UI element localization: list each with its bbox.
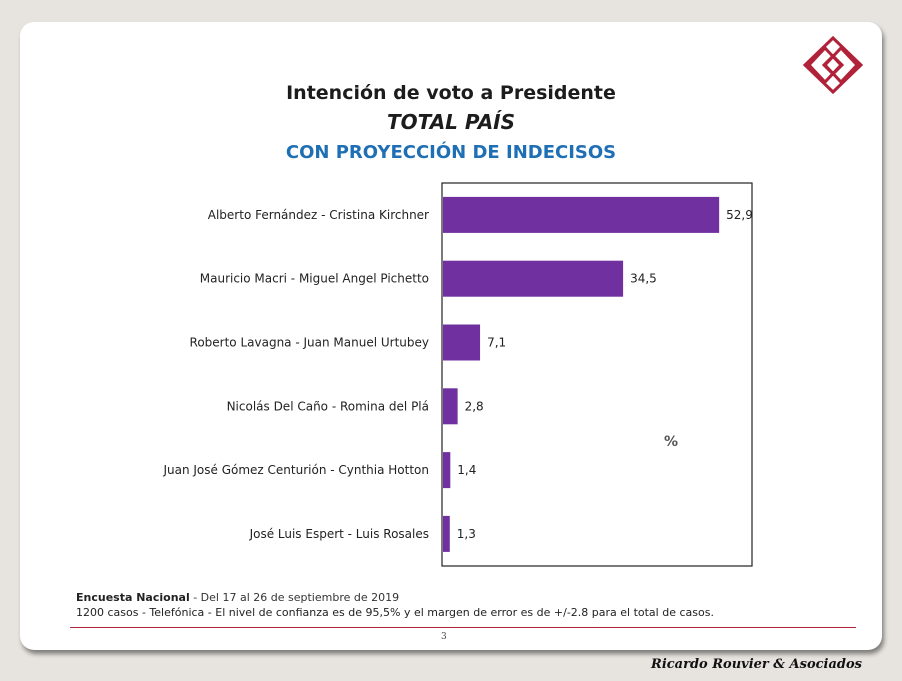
category-label: Roberto Lavagna - Juan Manuel Urtubey [190, 336, 429, 350]
chart-subtitle-projection: CON PROYECCIÓN DE INDECISOS [285, 142, 617, 163]
bar-4 [443, 452, 451, 489]
page-number: 3 [441, 632, 447, 642]
value-label: 1,4 [457, 463, 476, 477]
company-name: Ricardo Rouvier & Asociados [651, 657, 862, 672]
value-label: 7,1 [487, 336, 506, 350]
unit-label: % [664, 434, 678, 450]
bar-1 [443, 260, 624, 297]
footer-notes: Encuesta Nacional - Del 17 al 26 de sept… [76, 590, 714, 620]
category-label: José Luis Espert - Luis Rosales [249, 527, 429, 541]
value-label: 52,9 [726, 208, 753, 222]
bar-2 [443, 324, 481, 361]
value-label: 1,3 [457, 527, 476, 541]
bar-0 [443, 196, 720, 233]
survey-name: Encuesta Nacional [76, 591, 190, 604]
category-label: Nicolás Del Caño - Romina del Plá [227, 399, 429, 413]
chart-subtitle: TOTAL PAÍS [386, 110, 516, 134]
bar-3 [443, 388, 458, 425]
category-label: Mauricio Macri - Miguel Angel Pichetto [200, 272, 429, 286]
survey-dates: - Del 17 al 26 de septiembre de 2019 [189, 591, 400, 604]
plot-frame [441, 182, 753, 567]
chart-title: Intención de voto a Presidente [286, 82, 616, 104]
value-label: 34,5 [630, 272, 657, 286]
footer-divider [70, 627, 856, 628]
bar-5 [443, 515, 450, 552]
company-logo-icon [802, 35, 864, 95]
value-label: 2,8 [465, 399, 484, 413]
category-label: Alberto Fernández - Cristina Kirchner [208, 208, 429, 222]
survey-methodology: 1200 casos - Telefónica - El nivel de co… [76, 606, 714, 619]
category-label: Juan José Gómez Centurión - Cynthia Hott… [162, 463, 429, 477]
